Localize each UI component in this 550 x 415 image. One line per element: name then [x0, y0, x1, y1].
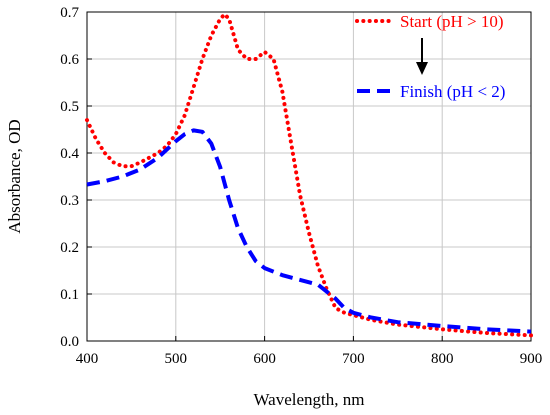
- legend: Start (pH > 10) Finish (pH < 2): [355, 12, 505, 101]
- y-tick-label: 0.0: [60, 334, 79, 350]
- x-tick-label: 800: [431, 351, 454, 367]
- legend-finish-label: Finish (pH < 2): [400, 82, 505, 101]
- y-tick-label: 0.7: [60, 5, 79, 21]
- x-tick-label: 500: [165, 351, 188, 367]
- y-tick-label: 0.1: [60, 287, 79, 303]
- x-tick-label: 900: [520, 351, 543, 367]
- plot-frame: [86, 11, 532, 342]
- start-series-line: [85, 12, 533, 338]
- y-tick-label: 0.2: [60, 240, 79, 256]
- finish-series-line: [86, 128, 532, 334]
- x-axis-label: Wavelength, nm: [254, 390, 365, 409]
- x-tick-label: 700: [342, 351, 365, 367]
- series-layer: [85, 12, 533, 338]
- y-tick-label: 0.6: [60, 52, 79, 68]
- y-tick-label: 0.4: [60, 146, 79, 162]
- axis-ticks: 400 500 600 700 800 900 0.0 0.1 0.2 0.3 0.4 0.5 0.6 0…: [60, 5, 542, 367]
- legend-start-label: Start (pH > 10): [400, 12, 504, 31]
- grid: [87, 12, 531, 341]
- y-tick-label: 0.5: [60, 99, 79, 115]
- legend-arrow-head-icon: [416, 62, 428, 75]
- y-axis-label: Absorbance, OD: [5, 119, 24, 233]
- x-tick-label: 600: [253, 351, 276, 367]
- x-tick-label: 400: [76, 351, 99, 367]
- y-tick-label: 0.3: [60, 193, 79, 209]
